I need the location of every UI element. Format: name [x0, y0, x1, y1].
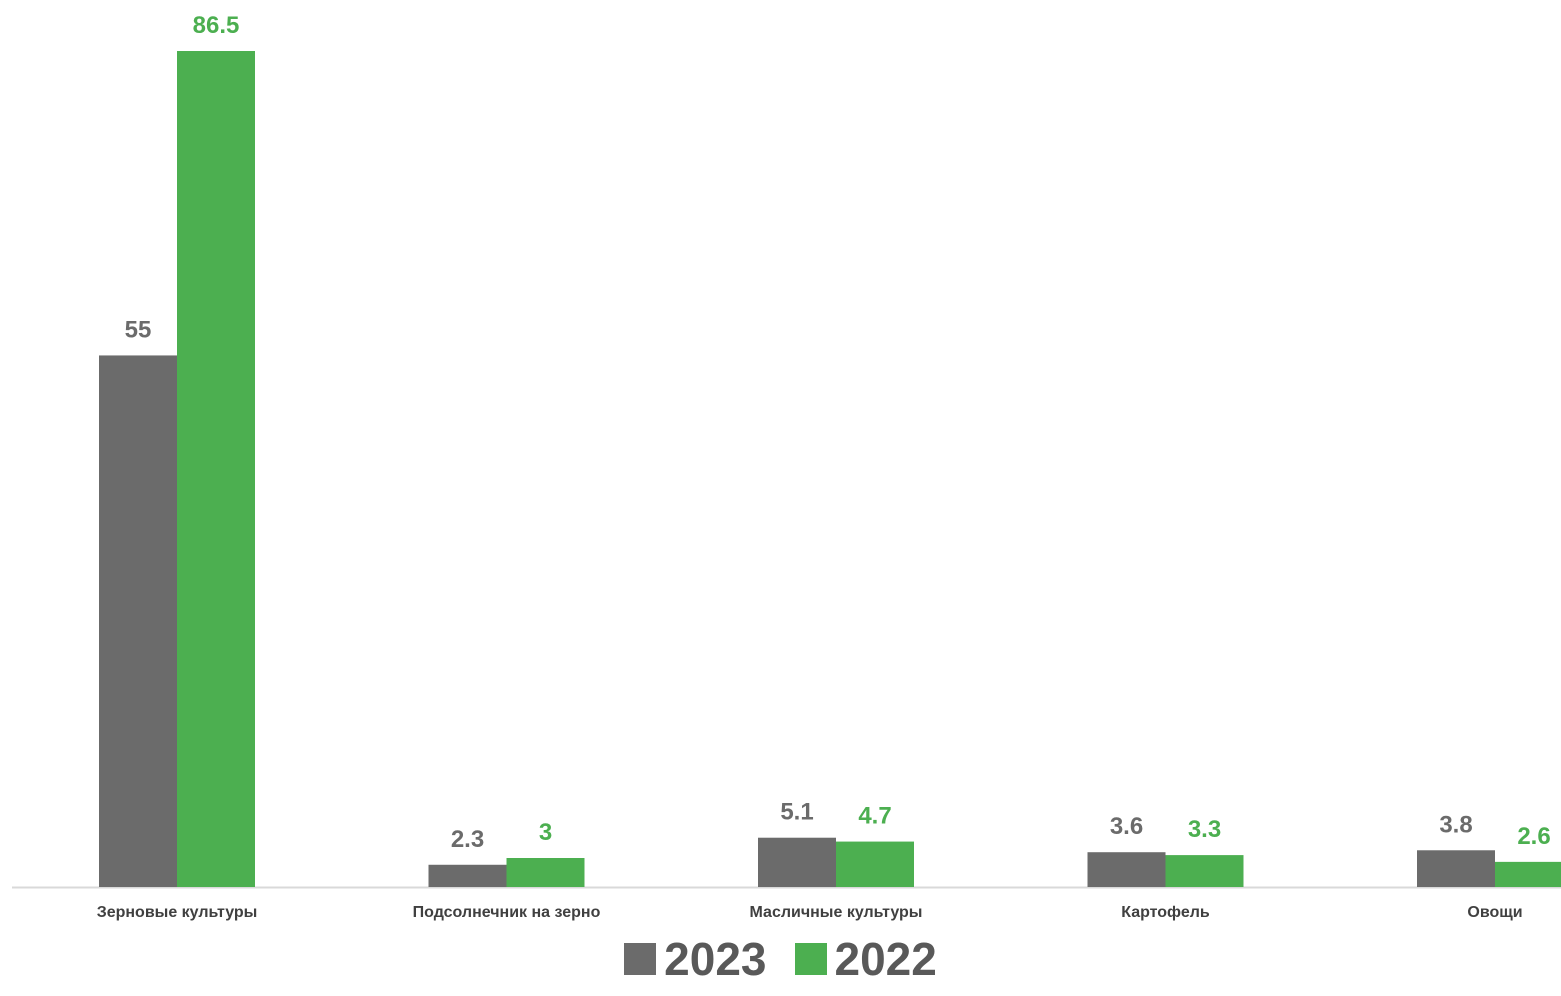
category-label-0: Зерновые культуры	[97, 904, 258, 921]
category-labels-group: Зерновые культуры Подсолнечник на зерно Ма…	[97, 904, 1523, 921]
value-label-2023-2: 5.1	[780, 799, 813, 826]
bar-2022-3	[1165, 855, 1244, 887]
bars-group	[99, 51, 1561, 887]
value-labels-group: 55 86.5 2.3 3 5.1 4.7 3.6 3.3 3.8 2.6	[125, 12, 1551, 853]
value-label-2022-0: 86.5	[193, 12, 240, 39]
legend-label-2023: 2023	[664, 933, 767, 985]
legend-swatch-2022	[794, 943, 827, 975]
value-label-2022-1: 3	[539, 819, 552, 846]
legend: 2023 2022	[0, 936, 1561, 982]
bar-2022-4	[1495, 861, 1561, 887]
category-label-4: Овощи	[1467, 904, 1522, 921]
value-label-2022-3: 3.3	[1188, 816, 1221, 843]
legend-item-2022: 2022	[794, 933, 937, 985]
bar-2022-0	[177, 51, 255, 887]
legend-item-2023: 2023	[624, 933, 767, 985]
bar-2023-4	[1417, 850, 1495, 887]
bar-2023-3	[1087, 852, 1166, 887]
bar-2023-0	[99, 355, 177, 887]
legend-swatch-2023	[624, 943, 657, 975]
bar-2022-1	[506, 858, 585, 887]
bar-chart: 55 86.5 2.3 3 5.1 4.7 3.6 3.3 3.8 2.6 Зерновые ку…	[12, 12, 1561, 921]
value-label-2023-1: 2.3	[451, 826, 484, 853]
category-label-1: Подсолнечник на зерно	[413, 904, 601, 921]
bar-2023-2	[758, 837, 836, 887]
value-label-2023-0: 55	[125, 316, 152, 343]
bar-2022-2	[836, 841, 914, 887]
value-label-2022-4: 2.6	[1517, 823, 1550, 850]
value-label-2022-2: 4.7	[858, 803, 891, 830]
value-label-2023-3: 3.6	[1110, 813, 1143, 840]
bar-2023-1	[428, 864, 507, 887]
category-label-2: Масличные культуры	[750, 904, 923, 921]
category-label-3: Картофель	[1121, 904, 1210, 921]
value-label-2023-4: 3.8	[1439, 811, 1472, 838]
legend-label-2022: 2022	[834, 933, 937, 985]
